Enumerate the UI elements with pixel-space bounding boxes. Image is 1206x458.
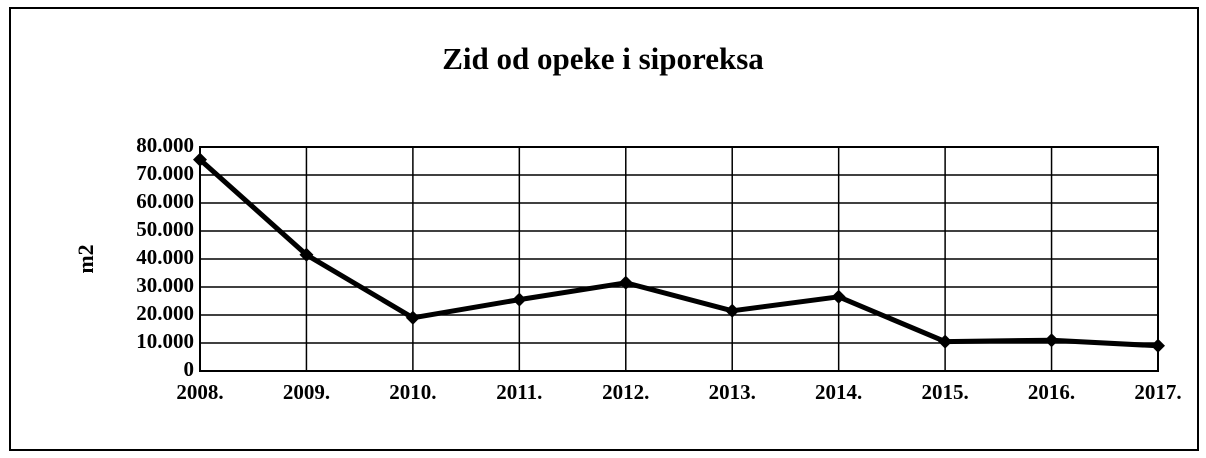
x-tick-label: 2014. xyxy=(815,380,862,404)
line xyxy=(198,157,1159,349)
y-tick-label: 70.000 xyxy=(136,161,194,185)
x-tick-label: 2017. xyxy=(1134,380,1181,404)
y-tick-label: 40.000 xyxy=(136,245,194,269)
marker xyxy=(1151,338,1165,353)
y-tick-label: 20.000 xyxy=(136,301,194,325)
plot-border xyxy=(199,146,1159,372)
y-tick-label: 80.000 xyxy=(136,133,194,157)
x-tick-label: 2012. xyxy=(602,380,649,404)
chart-title: Zid od opeke i siporeksa xyxy=(442,41,764,76)
marker xyxy=(405,310,420,325)
chart-border xyxy=(9,7,1199,451)
y-tick-label: 60.000 xyxy=(136,189,194,213)
marker xyxy=(831,289,846,304)
marker xyxy=(938,334,953,349)
x-tick-label: 2010. xyxy=(389,380,436,404)
x-tick-label: 2016. xyxy=(1028,380,1075,404)
x-tick-label: 2009. xyxy=(283,380,330,404)
marker xyxy=(299,247,314,262)
x-tick-label: 2015. xyxy=(921,380,968,404)
x-tick-label: 2011. xyxy=(496,380,542,404)
marker xyxy=(1044,333,1059,348)
y-tick-label: 0 xyxy=(184,357,195,381)
y-tick-label: 50.000 xyxy=(136,217,194,241)
y-tick-label: 30.000 xyxy=(136,273,194,297)
marker xyxy=(725,303,740,318)
x-tick-label: 2013. xyxy=(709,380,756,404)
marker xyxy=(193,152,207,167)
marker xyxy=(618,275,633,290)
y-tick-label: 10.000 xyxy=(136,329,194,353)
x-tick-label: 2008. xyxy=(176,380,223,404)
y-axis-label: m2 xyxy=(73,244,98,273)
marker xyxy=(512,292,527,307)
